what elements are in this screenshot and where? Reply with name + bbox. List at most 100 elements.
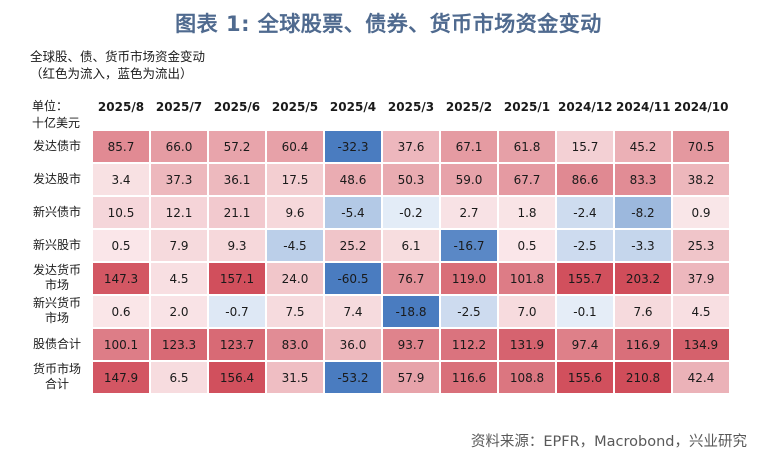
heatmap-cell: 0.6 [92,295,150,328]
column-header: 2024/10 [674,100,729,114]
heatmap-cell: 116.6 [440,361,498,394]
unit-line: 十亿美元 [32,116,81,130]
heatmap-cell: 15.7 [556,130,614,163]
heatmap-cell: -0.7 [208,295,266,328]
column-header: 2024/12 [558,100,613,114]
heatmap-cell: -16.7 [440,229,498,262]
unit-line: 单位： [32,99,69,113]
heatmap-cell: -0.2 [382,196,440,229]
column-header: 2025/6 [213,100,261,114]
source-note: 资料来源：EPFR，Macrobond，兴业研究 [470,434,747,450]
heatmap-cell: 60.4 [266,130,324,163]
heatmap-cell: 67.7 [498,163,556,196]
column-header: 2025/3 [387,100,435,114]
heatmap-cell: 155.6 [556,361,614,394]
unit-label: 单位： 十亿美元 [32,98,80,132]
heatmap-cell: 9.6 [266,196,324,229]
row-label: 发达股市 [32,171,81,186]
heatmap-cell: 25.2 [324,229,382,262]
heatmap-cell: 123.3 [150,328,208,361]
column-header: 2025/7 [155,100,203,114]
heatmap-cell: 134.9 [672,328,730,361]
heatmap-cell: 97.4 [556,328,614,361]
heatmap-cell: 119.0 [440,262,498,295]
heatmap-cell: 83.0 [266,328,324,361]
column-header: 2025/4 [329,100,377,114]
heatmap-cell: 131.9 [498,328,556,361]
heatmap-cell: 6.1 [382,229,440,262]
heatmap-cell: 24.0 [266,262,324,295]
row-label: 发达货币 市场 [32,263,81,292]
heatmap-cell: 0.5 [498,229,556,262]
heatmap-cell: 155.7 [556,262,614,295]
heatmap-cell: 7.9 [150,229,208,262]
heatmap-cell: 0.9 [672,196,730,229]
heatmap-cell: 6.5 [150,361,208,394]
heatmap-cell: -3.3 [614,229,672,262]
heatmap-cell: 7.4 [324,295,382,328]
heatmap-cell: 112.2 [440,328,498,361]
heatmap-cell: 37.3 [150,163,208,196]
heatmap-cell: 123.7 [208,328,266,361]
heatmap-cell: 93.7 [382,328,440,361]
row-label: 新兴债市 [32,204,81,219]
heatmap-cell: 9.3 [208,229,266,262]
heatmap-cell: -8.2 [614,196,672,229]
heatmap-cell: 0.5 [92,229,150,262]
chart-subtitle: 全球股、债、货币市场资金变动 （红色为流入，蓝色为流出） [30,48,205,82]
heatmap-cell: 83.3 [614,163,672,196]
heatmap-cell: 7.6 [614,295,672,328]
heatmap-cell: 2.7 [440,196,498,229]
heatmap-cell: 100.1 [92,328,150,361]
heatmap-cell: 61.8 [498,130,556,163]
heatmap-cell: -18.8 [382,295,440,328]
subtitle-line: 全球股、债、货币市场资金变动 [30,49,206,64]
heatmap-cell: 157.1 [208,262,266,295]
heatmap-cell: 86.6 [556,163,614,196]
heatmap-cell: 7.0 [498,295,556,328]
column-header: 2024/11 [616,100,671,114]
column-header: 2025/2 [445,100,493,114]
column-header: 2025/1 [503,100,551,114]
row-label: 新兴股市 [32,237,81,252]
column-header: 2025/5 [271,100,319,114]
heatmap-cell: 57.2 [208,130,266,163]
row-label: 股债合计 [32,336,81,351]
heatmap-cell: -4.5 [266,229,324,262]
heatmap-cell: 147.3 [92,262,150,295]
heatmap-cell: -2.5 [556,229,614,262]
column-header: 2025/8 [97,100,145,114]
heatmap-cell: -60.5 [324,262,382,295]
heatmap-cell: 57.9 [382,361,440,394]
heatmap-cell: 50.3 [382,163,440,196]
row-label: 货币市场 合计 [32,362,81,391]
heatmap-cell: 4.5 [150,262,208,295]
heatmap-cell: 10.5 [92,196,150,229]
heatmap-cell: 17.5 [266,163,324,196]
heatmap-cell: 108.8 [498,361,556,394]
subtitle-line: （红色为流入，蓝色为流出） [30,66,193,81]
heatmap-cell: 37.6 [382,130,440,163]
heatmap-cell: 1.8 [498,196,556,229]
heatmap-cell: 76.7 [382,262,440,295]
heatmap-cell: 37.9 [672,262,730,295]
heatmap-cell: 12.1 [150,196,208,229]
heatmap-cell: 156.4 [208,361,266,394]
heatmap-cell: 101.8 [498,262,556,295]
heatmap-cell: 3.4 [92,163,150,196]
heatmap-cell: 210.8 [614,361,672,394]
heatmap-cell: -5.4 [324,196,382,229]
heatmap-cell: -53.2 [324,361,382,394]
heatmap-cell: 36.0 [324,328,382,361]
heatmap-cell: 42.4 [672,361,730,394]
heatmap-cell: 7.5 [266,295,324,328]
heatmap-cell: 45.2 [614,130,672,163]
heatmap-cell: -2.5 [440,295,498,328]
chart-title: 图表 1: 全球股票、债券、货币市场资金变动 [175,12,602,36]
heatmap-cell: 59.0 [440,163,498,196]
heatmap-cell: 67.1 [440,130,498,163]
heatmap-cell: -2.4 [556,196,614,229]
heatmap-cell: 2.0 [150,295,208,328]
heatmap-cell: 66.0 [150,130,208,163]
heatmap-cell: 116.9 [614,328,672,361]
